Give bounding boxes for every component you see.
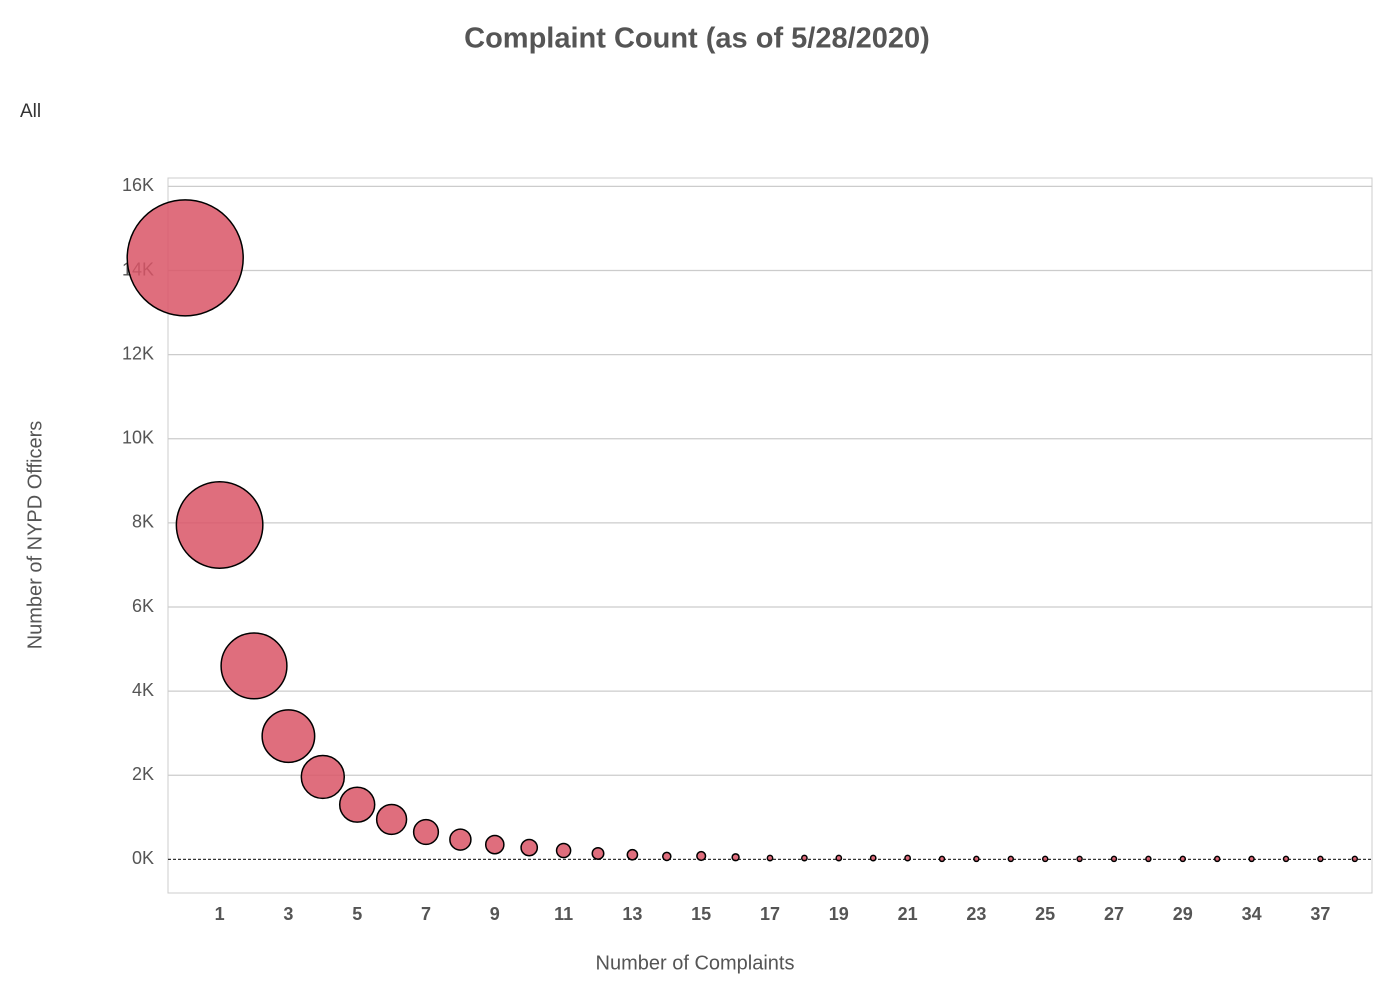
x-tick-label: 5 (352, 904, 362, 924)
bubble (1076, 855, 1083, 863)
bubble (1248, 855, 1255, 863)
x-tick-label: 23 (966, 904, 986, 924)
x-tick-label: 34 (1242, 904, 1262, 924)
bubble (731, 853, 740, 862)
x-tick-label: 19 (829, 904, 849, 924)
bubble (766, 854, 774, 862)
x-tick-label: 29 (1173, 904, 1193, 924)
x-tick-label: 11 (554, 904, 573, 924)
y-tick-label: 4K (132, 680, 154, 700)
x-tick-label: 7 (421, 904, 431, 924)
bubble (938, 855, 946, 863)
bubble (300, 754, 346, 800)
bubble (1317, 855, 1324, 863)
filter-label: All (20, 101, 41, 122)
bubble (555, 842, 572, 859)
bubble (520, 838, 539, 857)
bubble (412, 818, 440, 846)
x-tick-label: 15 (691, 904, 711, 924)
y-tick-label: 6K (132, 596, 154, 616)
bubble (869, 854, 877, 862)
x-tick-label: 9 (490, 904, 500, 924)
bubble (338, 786, 376, 823)
chart-title: Complaint Count (as of 5/28/2020) (464, 23, 930, 55)
bubble (1213, 855, 1221, 863)
x-tick-label: 17 (760, 904, 780, 924)
x-tick-label: 13 (622, 904, 642, 924)
bubble (591, 846, 605, 860)
bubble (661, 851, 672, 862)
x-tick-label: 27 (1104, 904, 1124, 924)
y-tick-label: 12K (122, 343, 154, 363)
bubble (1282, 855, 1290, 863)
bubble (484, 834, 505, 855)
x-tick-label: 37 (1310, 904, 1330, 924)
bubble (449, 828, 472, 851)
bubble (800, 854, 808, 862)
bubble (1351, 855, 1359, 863)
bubble (1041, 855, 1049, 863)
bubble (1110, 855, 1118, 863)
y-tick-label: 16K (122, 175, 154, 195)
y-tick-label: 2K (132, 764, 154, 784)
x-tick-label: 21 (898, 904, 918, 924)
bubble (835, 854, 843, 862)
bubble (973, 855, 980, 863)
y-axis-label: Number of NYPD Officers (24, 421, 46, 650)
plot-frame (167, 177, 1373, 894)
bubble (220, 632, 288, 700)
x-tick-label: 1 (215, 904, 225, 924)
bubble (626, 848, 639, 861)
y-tick-label: 8K (132, 512, 154, 532)
y-tick-label: 10K (122, 428, 154, 448)
y-tick-label: 0K (132, 848, 154, 868)
bubble (175, 480, 264, 569)
bubble (1145, 855, 1152, 863)
x-axis-label: Number of Complaints (596, 952, 795, 974)
bubble (126, 199, 244, 317)
bubble (261, 709, 316, 764)
bubble (1179, 855, 1187, 863)
bubble (1007, 855, 1015, 863)
bubble (904, 854, 912, 862)
bubble (696, 850, 707, 862)
bubble (375, 803, 408, 836)
x-tick-label: 3 (283, 904, 293, 924)
x-tick-label: 25 (1035, 904, 1055, 924)
